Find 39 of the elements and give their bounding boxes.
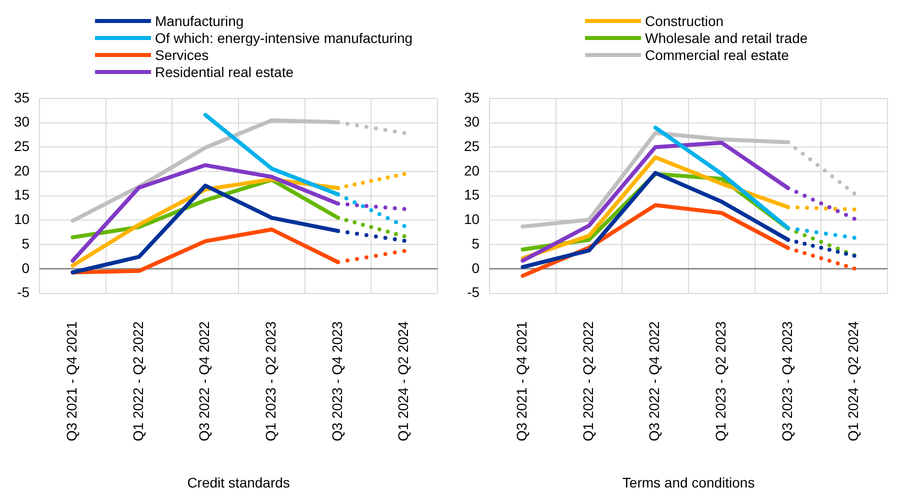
y-tick-label: 10: [464, 211, 480, 228]
y-tick-label: 35: [464, 89, 480, 106]
y-tick-label: 30: [14, 114, 30, 130]
y-tick-label: 25: [14, 138, 30, 154]
x-tick-label: Q1 2022 - Q2 2022: [130, 321, 146, 442]
legend-label: Services: [155, 46, 209, 62]
legend-label: Residential real estate: [155, 64, 294, 80]
y-tick-label: 15: [14, 186, 30, 203]
x-tick-label: Q3 2023 - Q4 2023: [328, 321, 345, 442]
y-tick-label: 20: [14, 162, 30, 178]
y-tick-label: 5: [22, 235, 30, 252]
x-tick-label: Q1 2023 - Q2 2023: [262, 321, 279, 442]
x-tick-label: Q3 2021 - Q4 2021: [64, 321, 80, 442]
y-tick-label: 25: [464, 138, 480, 154]
x-tick-label: Q1 2023 - Q2 2023: [712, 321, 729, 442]
y-tick-label: 35: [14, 89, 30, 106]
x-axis-title: Credit standards: [187, 474, 290, 490]
y-tick-label: 10: [14, 211, 30, 228]
x-tick-label: Q1 2024 - Q2 2024: [845, 321, 862, 442]
y-tick-label: 30: [464, 114, 480, 130]
y-tick-label: -5: [467, 284, 480, 300]
y-tick-label: 5: [472, 235, 480, 252]
legend-label: Commercial real estate: [645, 46, 789, 62]
x-tick-label: Q3 2021 - Q4 2021: [514, 321, 530, 442]
legend-label: Construction: [645, 12, 724, 28]
x-axis-title: Terms and conditions: [622, 474, 755, 490]
legend-label: Wholesale and retail trade: [645, 30, 808, 46]
legend-label: Of which: energy-intensive manufacturing: [155, 30, 413, 46]
x-tick-label: Q3 2022 - Q4 2022: [646, 321, 662, 442]
y-tick-label: 0: [472, 260, 480, 276]
legend-label: Manufacturing: [155, 12, 244, 28]
x-tick-label: Q3 2022 - Q4 2022: [196, 321, 212, 442]
y-tick-label: 20: [464, 162, 480, 178]
x-tick-label: Q1 2022 - Q2 2022: [580, 321, 596, 442]
x-tick-label: Q3 2023 - Q4 2023: [778, 321, 795, 442]
y-tick-label: -5: [17, 284, 30, 300]
y-tick-label: 15: [464, 186, 480, 203]
x-tick-label: Q1 2024 - Q2 2024: [395, 321, 412, 442]
y-tick-label: 0: [22, 260, 30, 276]
